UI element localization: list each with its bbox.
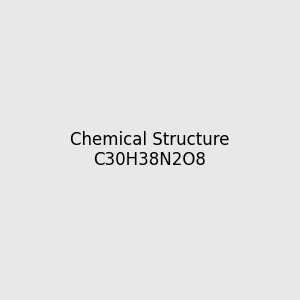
Text: Chemical Structure
C30H38N2O8: Chemical Structure C30H38N2O8 [70, 130, 230, 170]
